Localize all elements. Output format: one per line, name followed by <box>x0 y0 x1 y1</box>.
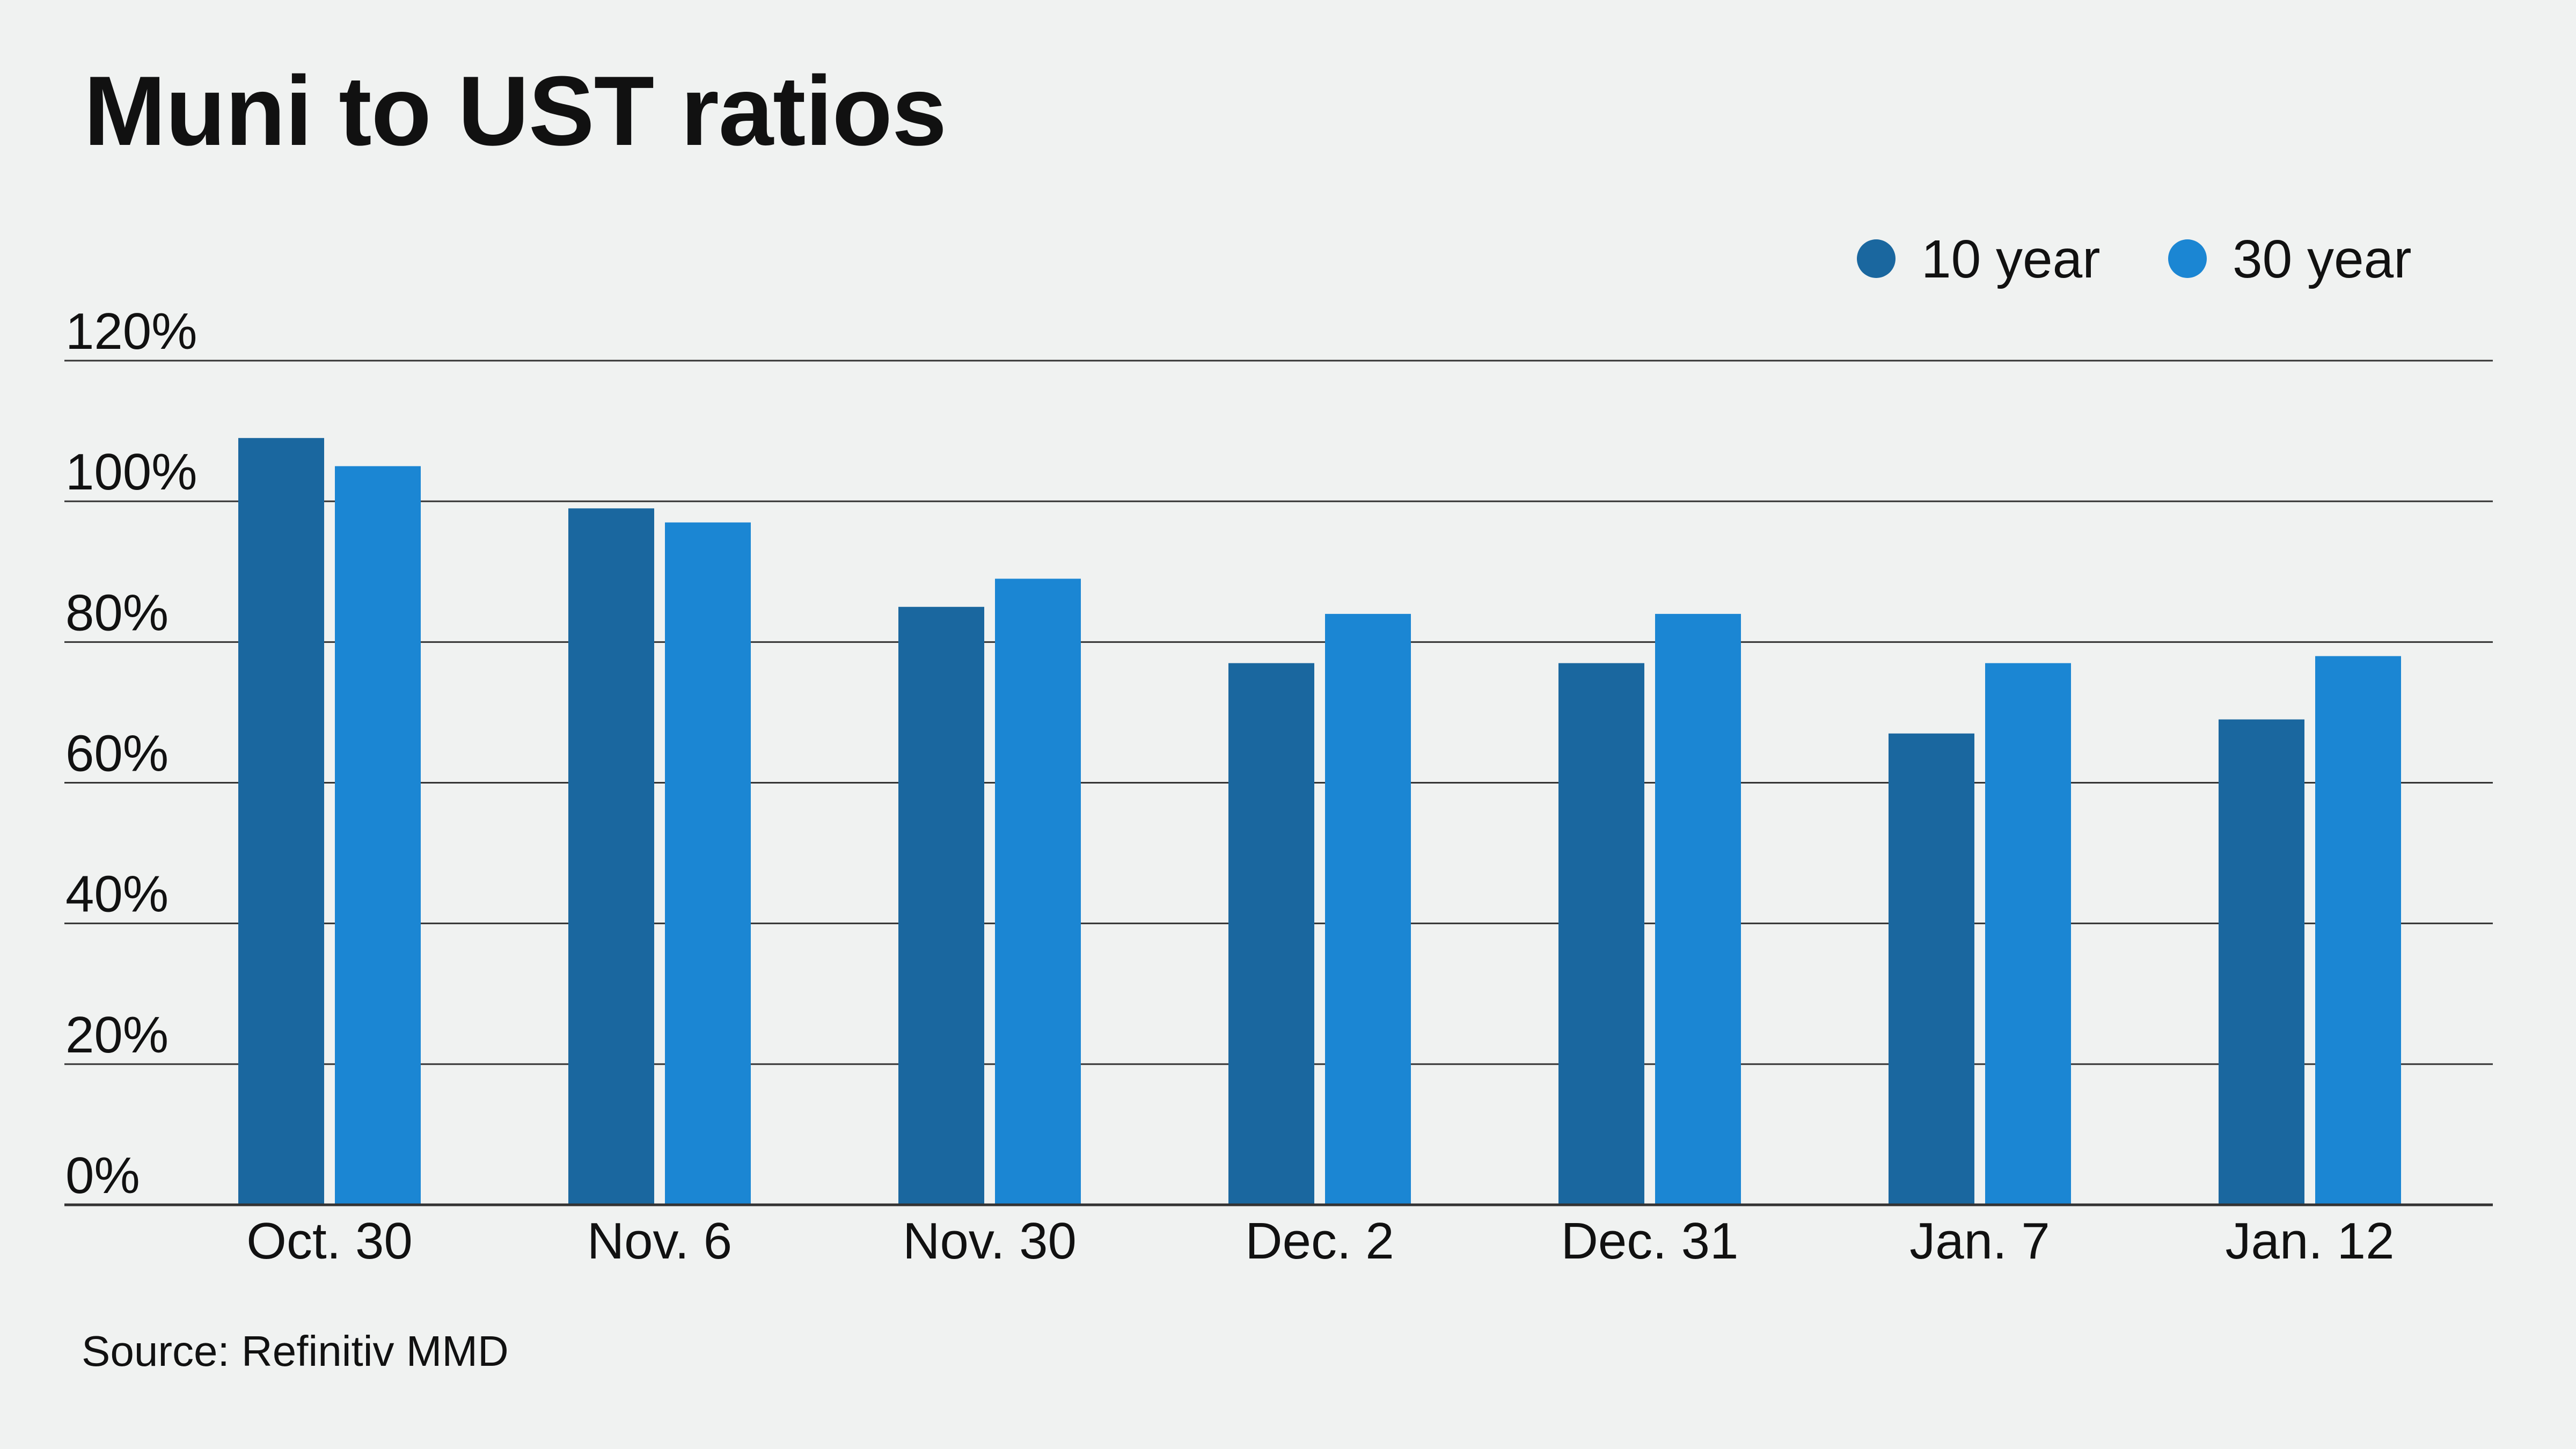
legend-swatch-10y <box>1857 239 1896 278</box>
x-tick-label: Jan. 7 <box>1909 1212 2050 1270</box>
gridlines: 0% 20% 40% 60% 80% 100% 120% <box>64 303 2493 1206</box>
y-tick-label: 40% <box>65 866 169 923</box>
y-tick-label: 20% <box>65 1006 169 1064</box>
bar-30y-1 <box>665 522 751 1205</box>
bar-30y-0 <box>335 466 421 1205</box>
bar-10y-4 <box>1558 663 1644 1205</box>
y-tick-label: 80% <box>65 584 169 641</box>
x-tick-label: Oct. 30 <box>246 1212 412 1270</box>
bar-10y-2 <box>898 606 984 1205</box>
x-tick-label: Dec. 31 <box>1561 1212 1739 1270</box>
x-tick-label: Nov. 30 <box>903 1212 1077 1270</box>
bar-30y-6 <box>2315 656 2401 1205</box>
bars <box>238 438 2401 1205</box>
bar-10y-0 <box>238 438 324 1205</box>
bar-30y-3 <box>1325 613 1411 1205</box>
bar-30y-2 <box>995 579 1081 1205</box>
chart-title: Muni to UST ratios <box>84 55 947 166</box>
bar-30y-4 <box>1655 613 1741 1205</box>
y-tick-label: 100% <box>65 443 197 501</box>
bar-10y-6 <box>2219 719 2304 1205</box>
bar-10y-3 <box>1228 663 1314 1205</box>
x-tick-label: Dec. 2 <box>1245 1212 1394 1270</box>
x-axis: Oct. 30 Nov. 6 Nov. 30 Dec. 2 Dec. 31 Jan. 7 J… <box>64 1203 2493 1270</box>
legend: 10 year 30 year <box>1857 229 2412 289</box>
x-tick-label: Nov. 6 <box>587 1212 732 1270</box>
legend-label-30y: 30 year <box>2233 229 2412 289</box>
legend-swatch-30y <box>2168 239 2207 278</box>
bar-30y-5 <box>1985 663 2071 1205</box>
y-tick-label: 120% <box>65 303 197 360</box>
source-note: Source: Refinitiv MMD <box>82 1327 509 1375</box>
y-tick-label: 0% <box>65 1147 140 1204</box>
bar-10y-1 <box>568 508 654 1205</box>
bar-10y-5 <box>1889 733 1974 1205</box>
x-tick-label: Jan. 12 <box>2226 1212 2395 1270</box>
y-tick-label: 60% <box>65 725 169 782</box>
legend-label-10y: 10 year <box>1921 229 2101 289</box>
